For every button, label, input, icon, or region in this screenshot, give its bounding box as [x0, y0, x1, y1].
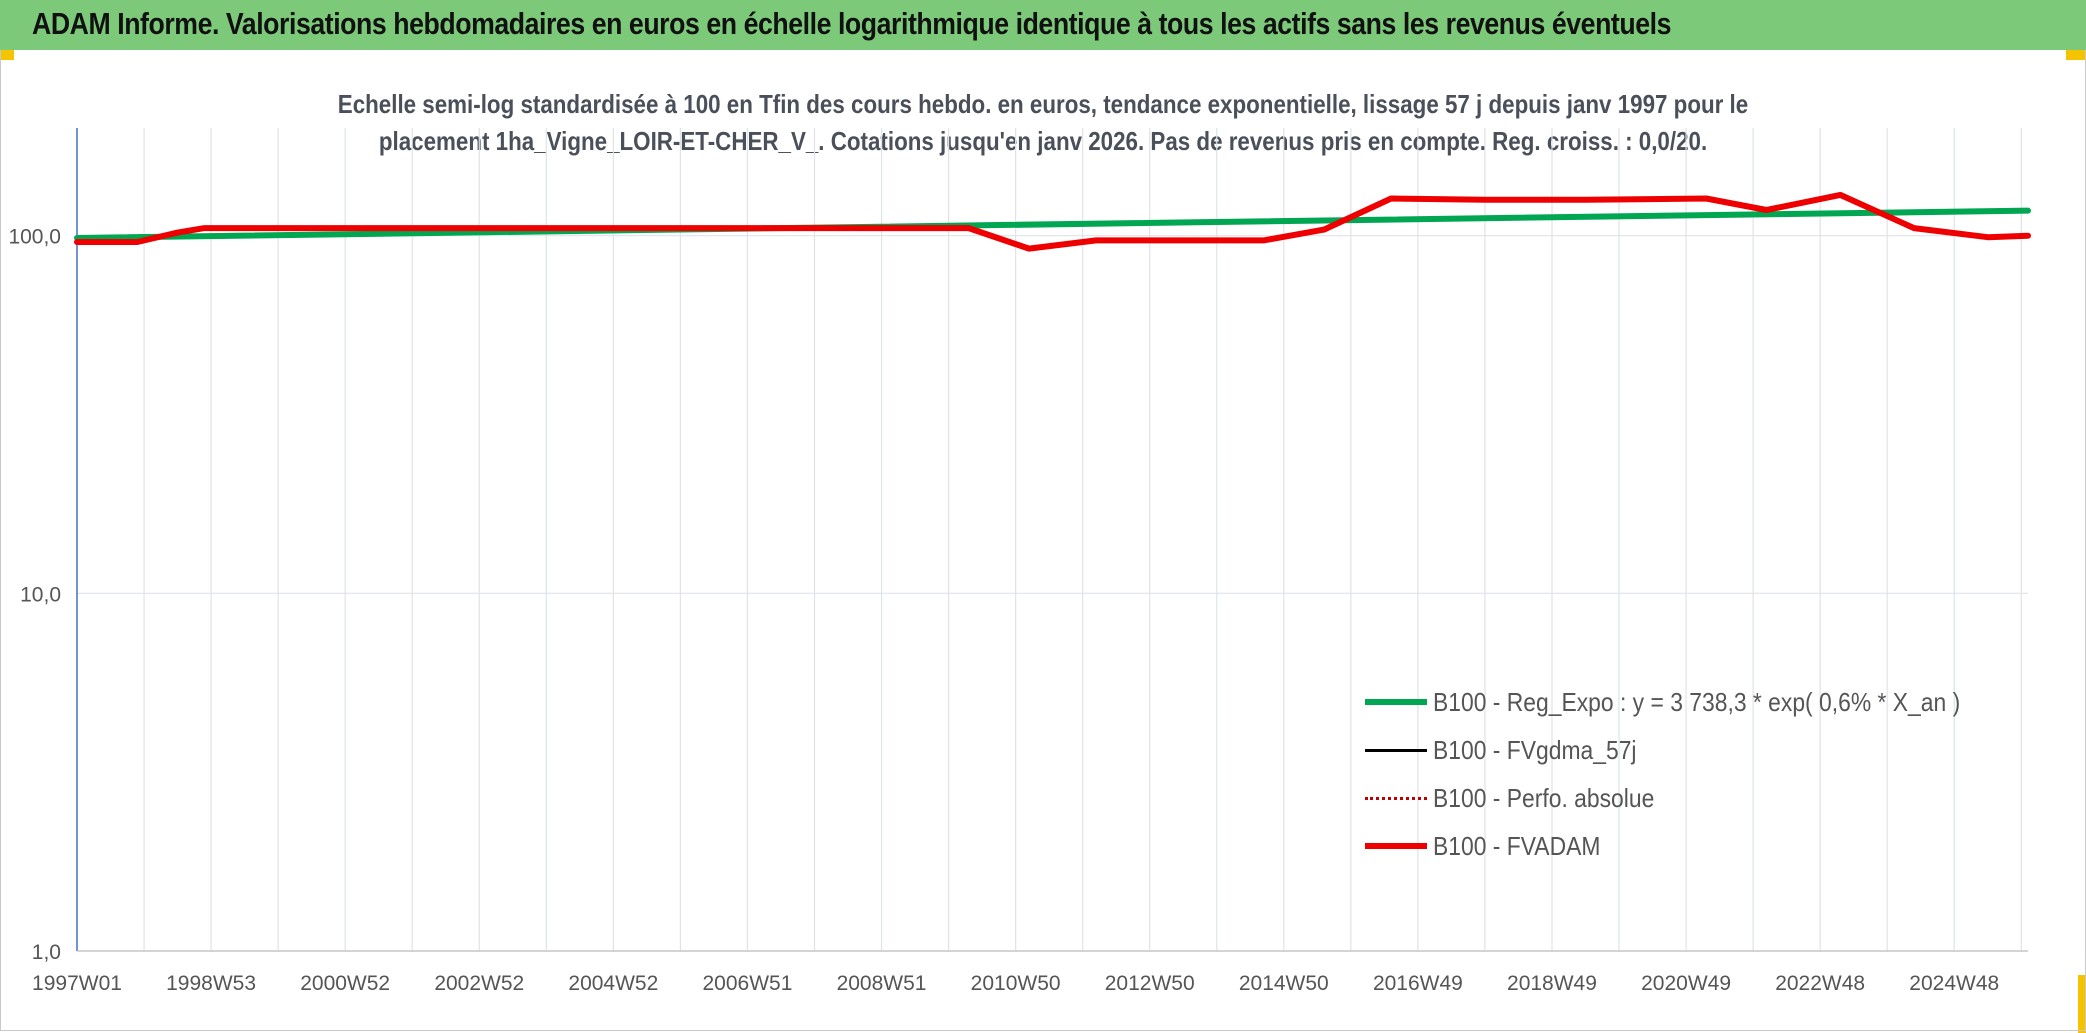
- y-tick-label: 1,0: [32, 941, 61, 964]
- y-tick-label: 10,0: [20, 583, 61, 606]
- legend-label-fvgdma: B100 - FVgdma_57j: [1433, 734, 1637, 765]
- series-line-fvadam: [74, 191, 2031, 252]
- legend-label-trend: B100 - Reg_Expo : y = 3 738,3 * exp( 0,6…: [1433, 686, 1961, 717]
- chart-title: Echelle semi-log standardisée à 100 en T…: [0, 86, 2086, 160]
- series-layer: [74, 191, 2031, 252]
- legend-label-fvadam: B100 - FVADAM: [1433, 830, 1601, 861]
- label-layer: 1,0 10,0 100,0 1997W01 1998W53 2000W52 2002W52…: [8, 226, 1999, 995]
- x-tick-label: 2010W50: [971, 972, 1061, 995]
- legend: B100 - Reg_Expo : y = 3 738,3 * exp( 0,6…: [1365, 678, 2032, 870]
- x-tick-label: 2014W50: [1239, 972, 1329, 995]
- x-tick-label: 2012W50: [1105, 972, 1195, 995]
- x-tick-label: 2006W51: [702, 972, 792, 995]
- x-tick-label: 1997W01: [32, 972, 122, 995]
- corner-marker-bottom-right: [2078, 975, 2086, 1033]
- series-line-trend: [74, 207, 2031, 241]
- chart-title-line-2: placement 1ha_Vigne_LOIR-ET-CHER_V_. Cot…: [378, 126, 1708, 156]
- axis-layer: [76, 128, 2028, 952]
- x-tick-label: 2000W52: [300, 972, 390, 995]
- banner: ADAM Informe. Valorisations hebdomadaire…: [0, 0, 2086, 50]
- legend-label-perfo: B100 - Perfo. absolue: [1433, 782, 1655, 813]
- legend-item-perfo: B100 - Perfo. absolue: [1365, 774, 2032, 822]
- x-tick-label: 2016W49: [1373, 972, 1463, 995]
- x-tick-label: 2022W48: [1775, 972, 1865, 995]
- banner-title: ADAM Informe. Valorisations hebdomadaire…: [32, 6, 1672, 41]
- legend-swatch-perfo: [1365, 796, 1427, 800]
- legend-item-fvgdma: B100 - FVgdma_57j: [1365, 726, 2032, 774]
- x-tick-label: 2024W48: [1909, 972, 1999, 995]
- x-tick-label: 2018W49: [1507, 972, 1597, 995]
- legend-swatch-fvadam: [1365, 843, 1427, 849]
- x-tick-label: 1998W53: [166, 972, 256, 995]
- legend-swatch-fvgdma: [1365, 748, 1427, 752]
- x-tick-label: 2008W51: [837, 972, 927, 995]
- x-tick-label: 2020W49: [1641, 972, 1731, 995]
- x-tick-label: 2002W52: [434, 972, 524, 995]
- legend-swatch-trend: [1365, 699, 1427, 705]
- corner-marker-top-right: [2066, 50, 2086, 60]
- legend-item-trend: B100 - Reg_Expo : y = 3 738,3 * exp( 0,6…: [1365, 678, 2032, 726]
- x-tick-label: 2004W52: [568, 972, 658, 995]
- y-tick-label: 100,0: [8, 226, 61, 249]
- chart-title-line-1: Echelle semi-log standardisée à 100 en T…: [337, 89, 1749, 119]
- legend-item-fvadam: B100 - FVADAM: [1365, 822, 2032, 870]
- corner-marker-top-left: [0, 50, 14, 60]
